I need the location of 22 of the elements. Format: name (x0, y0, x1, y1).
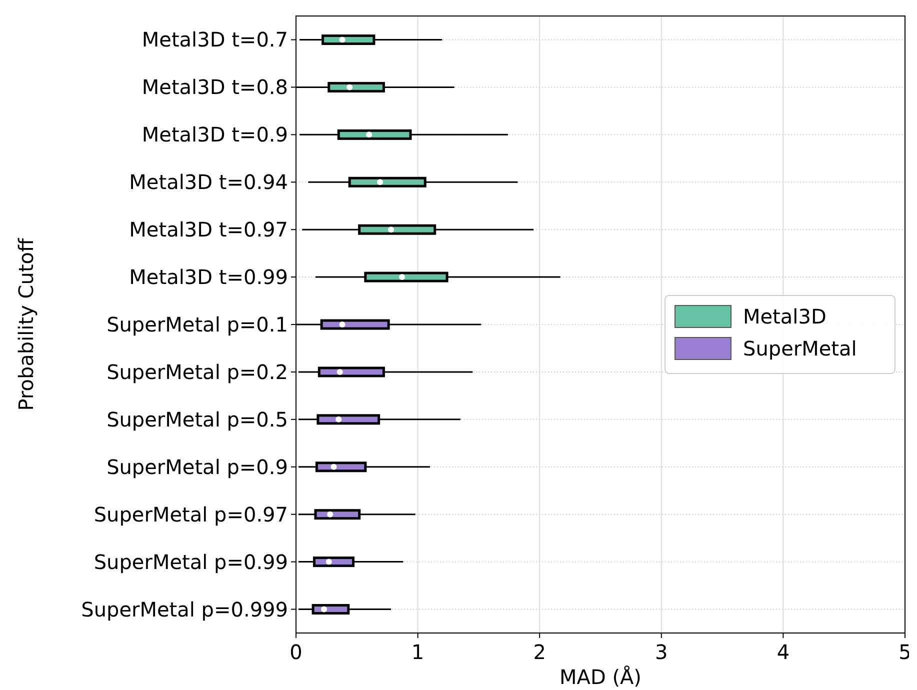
y-tick-label: Metal3D t=0.97 (129, 218, 288, 242)
y-tick-label: SuperMetal p=0.1 (106, 312, 288, 336)
y-tick-label: SuperMetal p=0.97 (94, 502, 288, 526)
legend-label: Metal3D (743, 304, 826, 328)
y-tick-label: Metal3D t=0.99 (129, 265, 288, 290)
x-tick-label: 0 (290, 640, 302, 664)
y-tick-label: Metal3D t=0.9 (142, 122, 288, 147)
y-tick-label: SuperMetal p=0.5 (106, 407, 288, 432)
x-axis-title: MAD (Å) (560, 665, 642, 689)
legend-label: SuperMetal (743, 336, 857, 360)
y-tick-label: Metal3D t=0.7 (142, 28, 288, 52)
x-tick-label: 4 (776, 640, 790, 664)
y-tick-label: SuperMetal p=0.9 (106, 454, 288, 479)
x-tick-label: 1 (411, 640, 424, 664)
y-axis-title: Probability Cutoff (14, 236, 38, 411)
y-tick-label: SuperMetal p=0.99 (94, 550, 288, 574)
y-tick-label: SuperMetal p=0.2 (106, 360, 288, 384)
x-tick-label: 3 (655, 640, 668, 664)
y-tick-label: Metal3D t=0.94 (129, 170, 288, 194)
x-tick-label: 2 (533, 640, 546, 664)
y-tick-label: SuperMetal p=0.999 (81, 597, 288, 622)
y-tick-label: Metal3D t=0.8 (142, 75, 288, 100)
